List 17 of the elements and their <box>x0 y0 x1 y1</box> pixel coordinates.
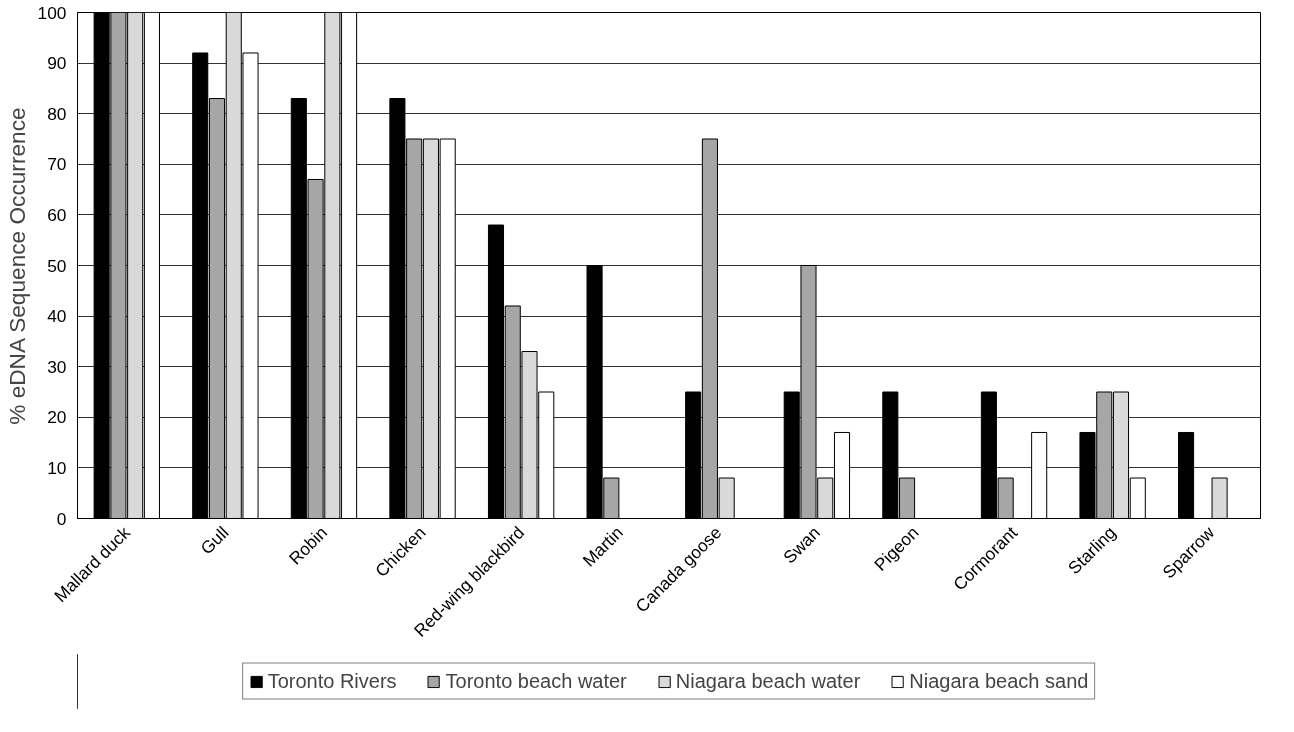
legend-label: Niagara beach sand <box>909 669 1089 693</box>
y-tick-label: 70 <box>47 154 67 175</box>
x-tick-label: Gull <box>196 522 233 559</box>
y-tick-label: 90 <box>47 53 67 74</box>
y-tick-label: 50 <box>47 255 67 276</box>
y-tick-label: 40 <box>47 306 67 327</box>
y-tick-label: 30 <box>47 356 67 377</box>
y-tick-label: 10 <box>47 457 67 478</box>
y-axis-title: % eDNA Sequence Occurrence <box>3 107 30 425</box>
y-tick-label: 20 <box>47 407 67 428</box>
legend-label: Niagara beach water <box>675 669 861 693</box>
legend-label: Toronto Rivers <box>267 669 397 693</box>
y-tick-label: 80 <box>47 103 67 124</box>
legend-label: Toronto beach water <box>445 669 627 693</box>
y-tick-label: 60 <box>47 204 67 225</box>
y-tick-label: 100 <box>37 2 67 23</box>
y-tick-label: 0 <box>56 508 67 529</box>
